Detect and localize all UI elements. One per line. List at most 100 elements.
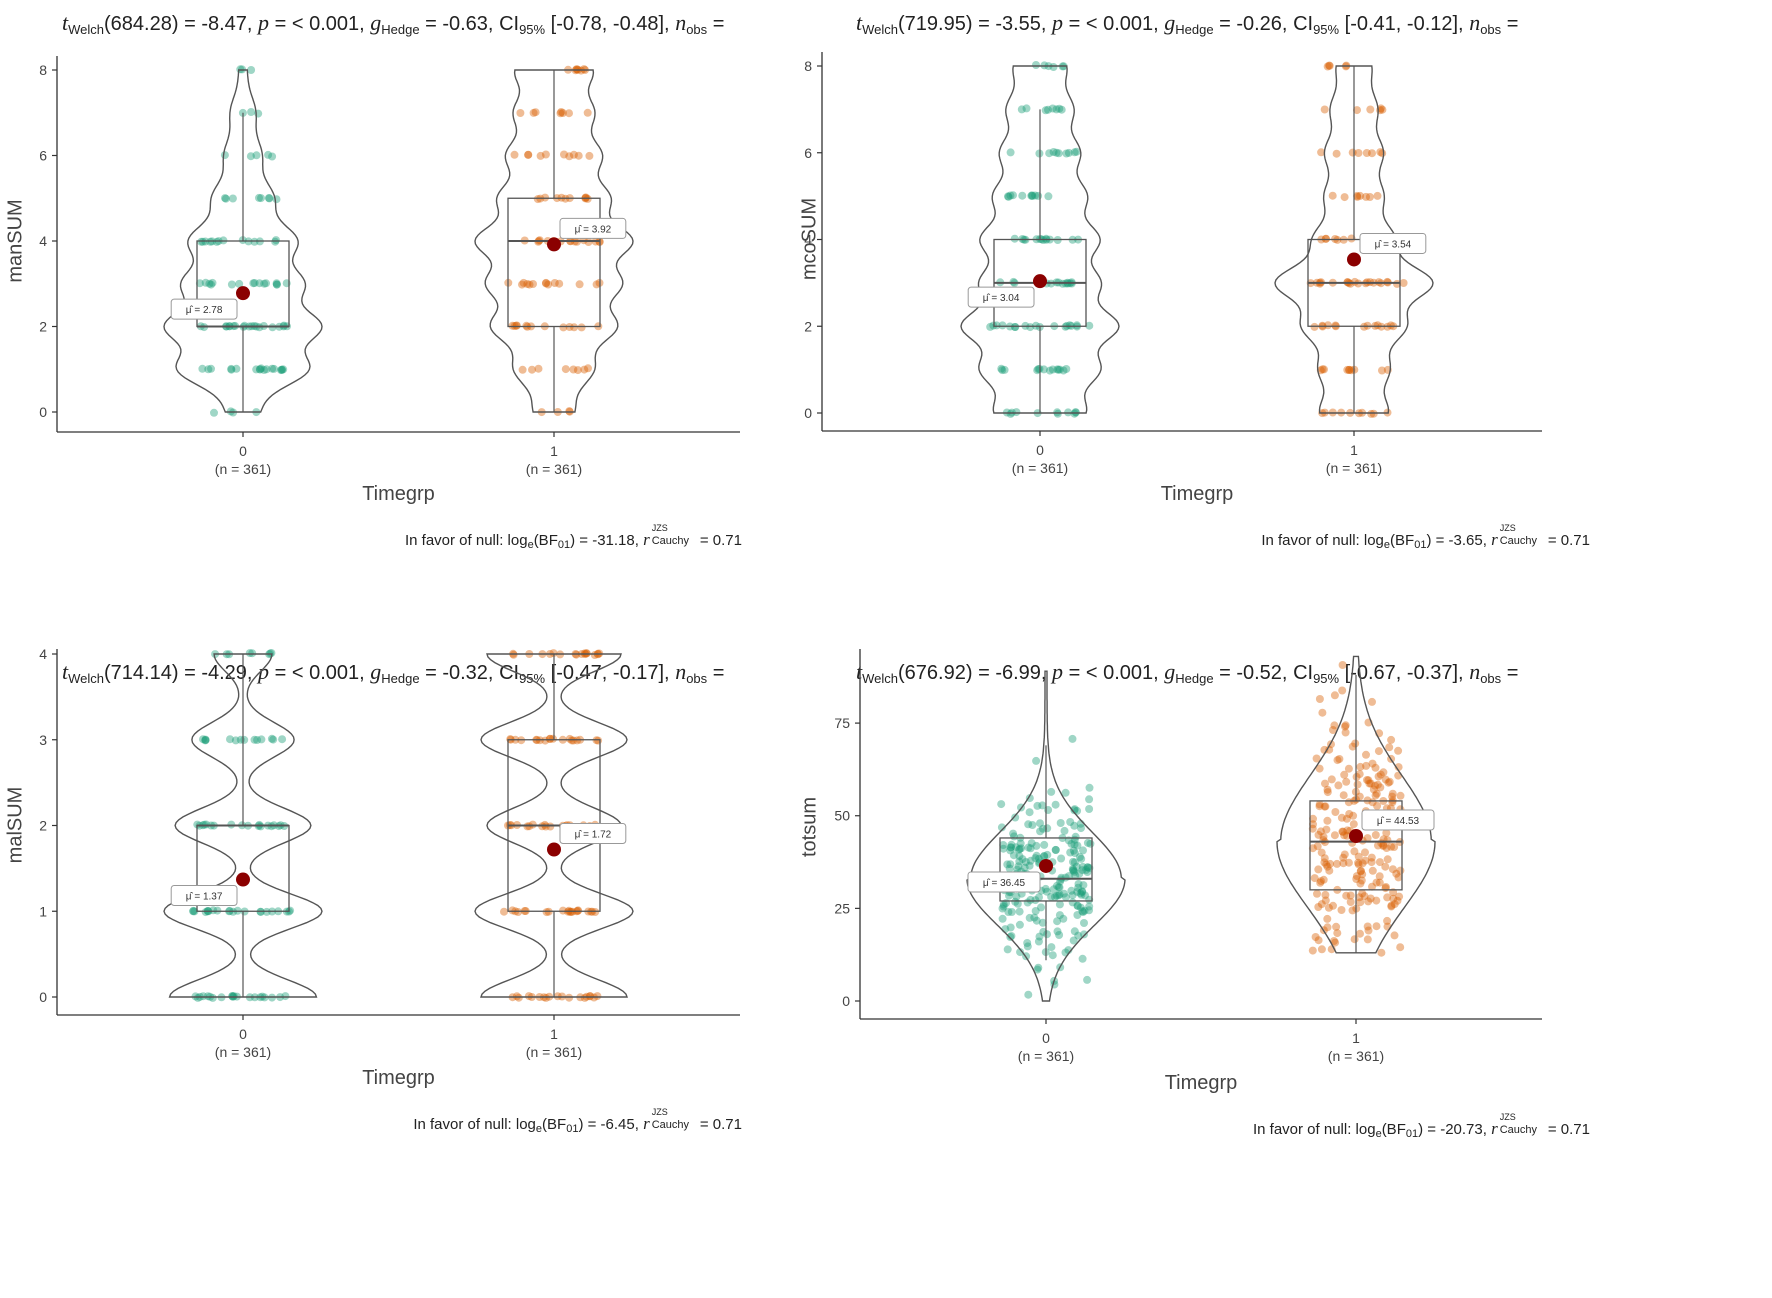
data-point — [570, 323, 579, 332]
data-point — [1329, 726, 1337, 734]
data-point — [1053, 409, 1062, 418]
data-point — [252, 151, 261, 160]
data-point — [1061, 893, 1070, 902]
data-point — [1362, 149, 1371, 157]
data-point — [1043, 824, 1052, 833]
violin-outline — [474, 69, 634, 413]
data-point — [1020, 863, 1029, 872]
data-point — [1073, 901, 1082, 910]
data-point — [1376, 783, 1385, 792]
data-point — [257, 735, 266, 744]
data-point — [262, 907, 271, 916]
data-point — [205, 279, 214, 288]
data-point — [207, 280, 216, 289]
data-point — [1055, 890, 1064, 899]
x-tick-label: 0 — [239, 1026, 247, 1042]
data-point — [256, 365, 264, 374]
data-point — [1321, 896, 1330, 905]
x-tick-label: 1 — [1352, 1030, 1360, 1046]
data-point — [1016, 948, 1025, 957]
data-point — [1355, 770, 1364, 779]
mean-label-box — [1361, 809, 1435, 831]
data-point — [1083, 863, 1092, 872]
data-point — [1383, 893, 1392, 902]
data-point — [1006, 191, 1015, 200]
data-point — [559, 906, 567, 915]
data-point — [549, 734, 557, 743]
data-point — [997, 364, 1006, 373]
data-point — [1040, 852, 1049, 861]
mean-label-box — [559, 823, 627, 845]
data-point — [255, 279, 264, 288]
data-point — [1378, 105, 1387, 114]
data-point — [1007, 908, 1016, 916]
data-point — [518, 365, 527, 374]
y-tick-label: 50 — [834, 808, 850, 824]
data-point — [272, 236, 280, 245]
data-point — [228, 194, 237, 203]
data-point — [546, 735, 554, 743]
data-point — [1390, 931, 1399, 940]
data-point — [510, 150, 519, 159]
data-point — [1337, 906, 1346, 914]
data-point — [1323, 785, 1332, 794]
data-point — [1373, 191, 1382, 200]
data-point — [1345, 810, 1354, 818]
data-point — [1012, 892, 1021, 901]
data-point — [1080, 906, 1089, 915]
data-point — [999, 902, 1008, 911]
data-point — [1323, 62, 1332, 71]
data-point — [1321, 890, 1330, 899]
data-point — [1330, 831, 1339, 840]
data-point — [265, 194, 273, 202]
data-point — [1396, 791, 1405, 800]
data-point — [1077, 854, 1086, 863]
data-point — [1309, 814, 1317, 823]
data-point — [1356, 879, 1365, 888]
data-point — [1358, 859, 1367, 868]
data-point — [582, 649, 591, 658]
data-point — [277, 365, 286, 374]
data-point — [500, 907, 508, 916]
data-point — [1072, 862, 1081, 871]
data-point — [1349, 811, 1358, 820]
data-point — [1368, 798, 1377, 807]
data-point — [1356, 191, 1365, 200]
data-point — [1341, 728, 1350, 737]
data-point — [565, 152, 574, 161]
data-point — [1319, 832, 1328, 841]
data-point — [267, 734, 276, 743]
violin-outline — [474, 653, 634, 998]
data-point — [1340, 770, 1349, 779]
x-tick-label: 0 — [239, 443, 247, 459]
data-point — [1006, 148, 1015, 157]
data-point — [1053, 927, 1062, 936]
data-point — [1318, 708, 1327, 717]
data-point — [1070, 849, 1079, 858]
data-point — [206, 237, 215, 246]
data-point — [572, 650, 581, 659]
data-point — [189, 906, 198, 915]
data-point — [575, 280, 584, 289]
data-point — [1317, 848, 1326, 857]
data-point — [1368, 149, 1376, 158]
mean-label-box — [170, 885, 238, 907]
data-point — [1332, 149, 1341, 158]
data-point — [1310, 874, 1319, 883]
data-point — [1366, 779, 1375, 788]
data-point — [1346, 898, 1355, 906]
mean-label-box — [967, 871, 1041, 893]
data-point — [1085, 805, 1094, 813]
data-point — [264, 150, 273, 159]
data-point — [1334, 781, 1343, 790]
data-point — [1040, 851, 1049, 860]
y-tick-label: 4 — [39, 649, 47, 662]
data-point — [1325, 745, 1334, 754]
data-point — [1367, 853, 1376, 862]
data-point — [1358, 889, 1367, 898]
data-point — [1341, 721, 1350, 730]
data-point — [1383, 855, 1392, 864]
y-axis-label: manSUM — [4, 199, 26, 282]
data-point — [1365, 193, 1374, 201]
